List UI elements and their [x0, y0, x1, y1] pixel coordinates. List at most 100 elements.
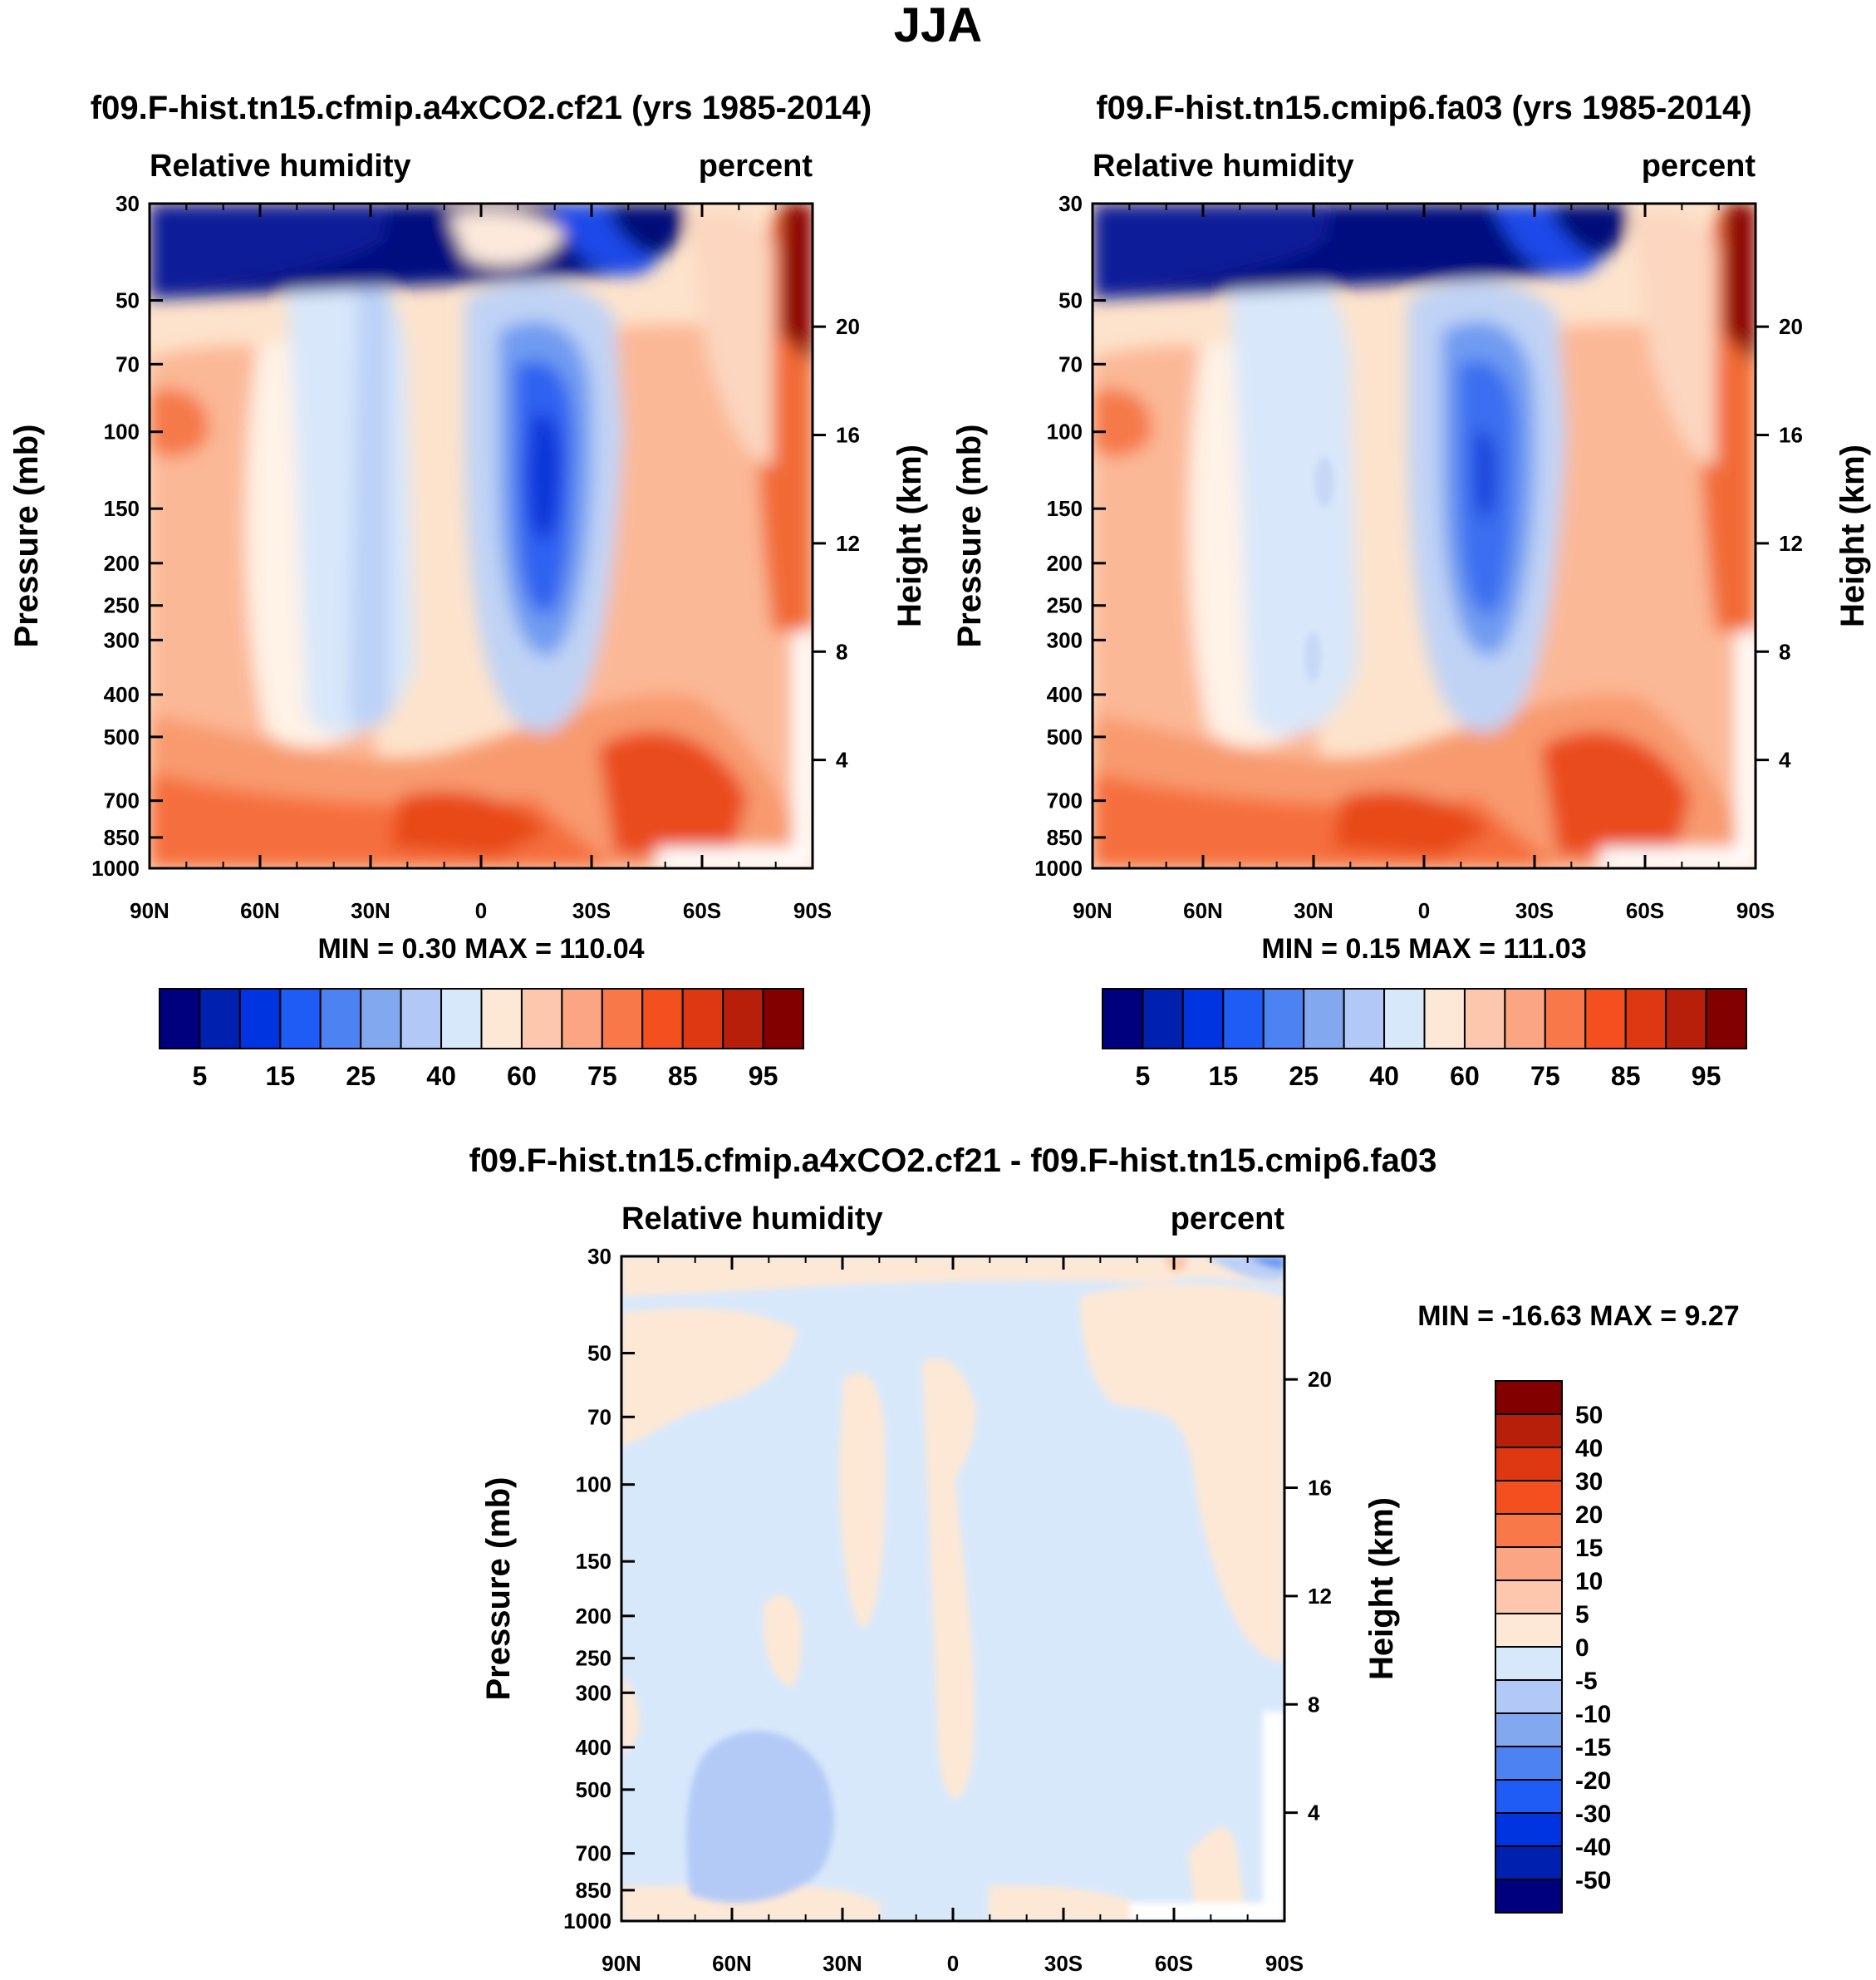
latitude-tick-label: 90N [130, 898, 169, 923]
pressure-tick-label: 300 [104, 627, 140, 652]
colorbar-label: 15 [1209, 1061, 1239, 1091]
min-max-stats: MIN = -16.63 MAX = 9.27 [1417, 1300, 1739, 1332]
latitude-tick-label: 60N [712, 1951, 752, 1976]
colorbar-label: -20 [1575, 1767, 1611, 1795]
latitude-tick-label: 60S [683, 898, 721, 923]
pressure-tick-label: 200 [104, 551, 140, 576]
height-tick-label: 12 [836, 531, 860, 556]
figure-title: JJA [894, 0, 982, 52]
pressure-tick-label: 70 [115, 351, 140, 376]
colorbar-label: 95 [1692, 1061, 1721, 1091]
colorbar-box [1495, 1447, 1563, 1481]
colorbar-box [1495, 1380, 1563, 1415]
pressure-tick-label: 400 [1047, 682, 1083, 707]
height-tick-label: 12 [1779, 531, 1803, 556]
colorbar-box [360, 988, 402, 1049]
pressure-tick-label: 30 [587, 1244, 611, 1269]
pressure-tick-label: 50 [1058, 288, 1083, 313]
panel-3-title: f09.F-hist.tn15.cfmip.a4xCO2.cf21 - f09.… [469, 1142, 1437, 1179]
panel-2-colorbar: 5 15 25 40 60 75 85 95 [1102, 988, 1747, 1091]
colorbar-box [1495, 1413, 1563, 1448]
colorbar-label: 15 [266, 1061, 296, 1091]
pressure-tick-label: 200 [576, 1604, 611, 1629]
colorbar-label: -10 [1575, 1701, 1611, 1728]
colorbar-box [238, 988, 282, 1049]
pressure-tick-label: 400 [576, 1735, 611, 1760]
min-max-stats: MIN = 0.15 MAX = 111.03 [1261, 933, 1586, 965]
colorbar-label: -30 [1575, 1801, 1611, 1828]
pressure-tick-label: 250 [1047, 593, 1083, 618]
pressure-tick-label: 500 [576, 1777, 611, 1802]
colorbar-box [1495, 1812, 1563, 1847]
colorbar-box [1495, 1513, 1563, 1548]
colorbar-label: 5 [1136, 1061, 1151, 1091]
colorbar-box [1262, 988, 1305, 1049]
pressure-tick-label: 700 [1047, 789, 1083, 813]
colorbar-box [561, 988, 603, 1049]
panel-1-axes: 30 50 70 100 150 200 250 300 400 500 700 850 1000 20 1… [8, 191, 928, 965]
panel-1-left-label: Relative humidity [150, 149, 411, 184]
panel-2-axes: 30 50 70 100 150 200 250 300 400 500 700 850 1000 20 1… [951, 191, 1871, 965]
colorbar-label: 50 [1575, 1402, 1603, 1429]
pressure-tick-label: 400 [104, 682, 140, 707]
pressure-axis-title: Pressure (mb) [951, 425, 988, 648]
colorbar-box [1423, 988, 1466, 1049]
colorbar-box [1495, 1646, 1563, 1681]
panel-3-axes: 3050701001502002503004005007008501000201… [480, 1244, 1740, 1976]
colorbar-label: 60 [1450, 1061, 1480, 1091]
latitude-tick-label: 30S [1044, 1951, 1083, 1976]
pressure-axis-title: Pressure (mb) [8, 425, 45, 648]
pressure-tick-label: 30 [115, 191, 140, 216]
height-tick-label: 16 [1779, 423, 1803, 448]
colorbar-box [1495, 1879, 1563, 1914]
height-tick-label: 16 [836, 423, 860, 448]
panel-2-left-label: Relative humidity [1093, 149, 1354, 184]
colorbar-box [400, 988, 443, 1049]
colorbar-label: -5 [1575, 1668, 1598, 1695]
colorbar-box [1495, 1712, 1563, 1747]
colorbar-label: 60 [507, 1061, 537, 1091]
pressure-tick-label: 500 [1047, 725, 1083, 749]
colorbar-label: 25 [346, 1061, 376, 1091]
pressure-tick-label: 70 [587, 1404, 611, 1429]
height-tick-label: 12 [1308, 1584, 1332, 1609]
pressure-axis-title: Pressure (mb) [480, 1477, 517, 1701]
pressure-tick-label: 1000 [1034, 856, 1083, 881]
pressure-tick-label: 30 [1058, 191, 1083, 216]
height-tick-label: 20 [836, 314, 860, 339]
colorbar-label: 85 [668, 1061, 698, 1091]
pressure-tick-label: 500 [104, 725, 140, 749]
colorbar-label: 95 [749, 1061, 778, 1091]
colorbar-box [199, 988, 241, 1049]
latitude-tick-label: 60S [1626, 898, 1664, 923]
panel-2-title: f09.F-hist.tn15.cmip6.fa03 (yrs 1985-201… [1096, 90, 1751, 126]
panel-2: f09.F-hist.tn15.cmip6.fa03 (yrs 1985-201… [1091, 90, 1757, 870]
latitude-tick-label: 60S [1155, 1951, 1193, 1976]
colorbar-label: 40 [1575, 1435, 1603, 1462]
colorbar-box [1495, 1679, 1563, 1714]
colorbar-box [1544, 988, 1587, 1049]
colorbar-box [319, 988, 362, 1049]
colorbar-box [1495, 1613, 1563, 1648]
colorbar-box [681, 988, 724, 1049]
latitude-tick-label: 30N [351, 898, 390, 923]
colorbar-box [1463, 988, 1506, 1049]
colorbar-box [1705, 988, 1747, 1049]
colorbar-box [520, 988, 563, 1049]
panel-1-contour-field [150, 204, 813, 868]
colorbar-box [1495, 1580, 1563, 1614]
pressure-tick-label: 100 [576, 1472, 611, 1497]
panel-1-right-label: percent [699, 149, 813, 184]
colorbar-box [1102, 988, 1144, 1049]
colorbar-label: 40 [1369, 1061, 1399, 1091]
latitude-tick-label: 30S [572, 898, 611, 923]
colorbar-box [601, 988, 644, 1049]
colorbar-box [1665, 988, 1707, 1049]
latitude-tick-label: 30N [1294, 898, 1333, 923]
height-axis-title: Height (km) [1363, 1497, 1400, 1680]
panel-1: f09.F-hist.tn15.cfmip.a4xCO2.cf21 (yrs 1… [91, 90, 872, 870]
colorbar-box [1584, 988, 1627, 1049]
panel-1-title: f09.F-hist.tn15.cfmip.a4xCO2.cf21 (yrs 1… [91, 90, 872, 126]
height-tick-label: 16 [1308, 1476, 1332, 1501]
